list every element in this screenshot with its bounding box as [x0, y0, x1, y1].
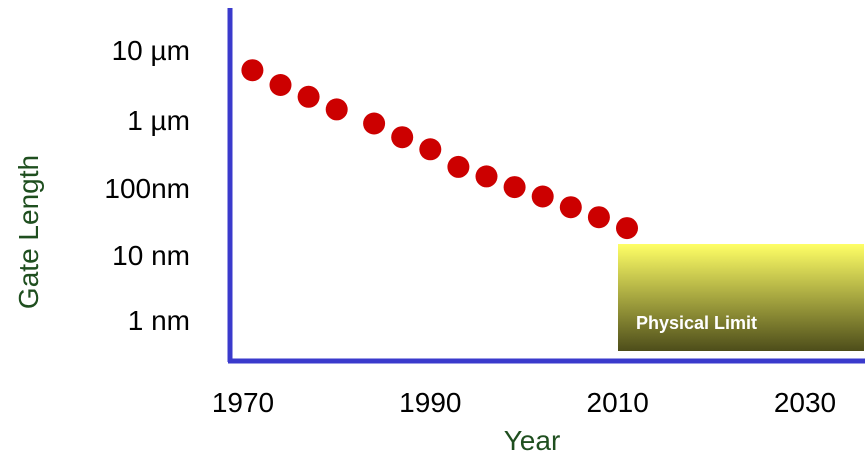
data-point: [241, 59, 263, 81]
x-tick-label: 1970: [212, 387, 274, 418]
data-point: [504, 176, 526, 198]
x-tick-label: 2010: [587, 387, 649, 418]
physical-limit-region: [618, 244, 864, 351]
y-tick-label: 100nm: [104, 173, 190, 204]
data-point: [476, 165, 498, 187]
data-point: [532, 186, 554, 208]
data-point: [326, 98, 348, 120]
y-tick-label: 10 µm: [112, 35, 190, 66]
y-axis-title: Gate Length: [13, 155, 44, 309]
data-point: [588, 206, 610, 228]
data-point: [560, 196, 582, 218]
x-tick-label: 1990: [399, 387, 461, 418]
data-point: [616, 217, 638, 239]
data-point: [419, 138, 441, 160]
data-point: [298, 86, 320, 108]
x-tick-label: 2030: [774, 387, 836, 418]
y-tick-label: 1 nm: [128, 305, 190, 336]
data-point: [270, 74, 292, 96]
data-point: [447, 156, 469, 178]
physical-limit-label: Physical Limit: [636, 313, 757, 333]
y-tick-label: 10 nm: [112, 240, 190, 271]
data-point: [391, 126, 413, 148]
y-tick-label: 1 µm: [127, 105, 190, 136]
x-axis-title: Year: [504, 425, 561, 456]
data-point: [363, 113, 385, 135]
